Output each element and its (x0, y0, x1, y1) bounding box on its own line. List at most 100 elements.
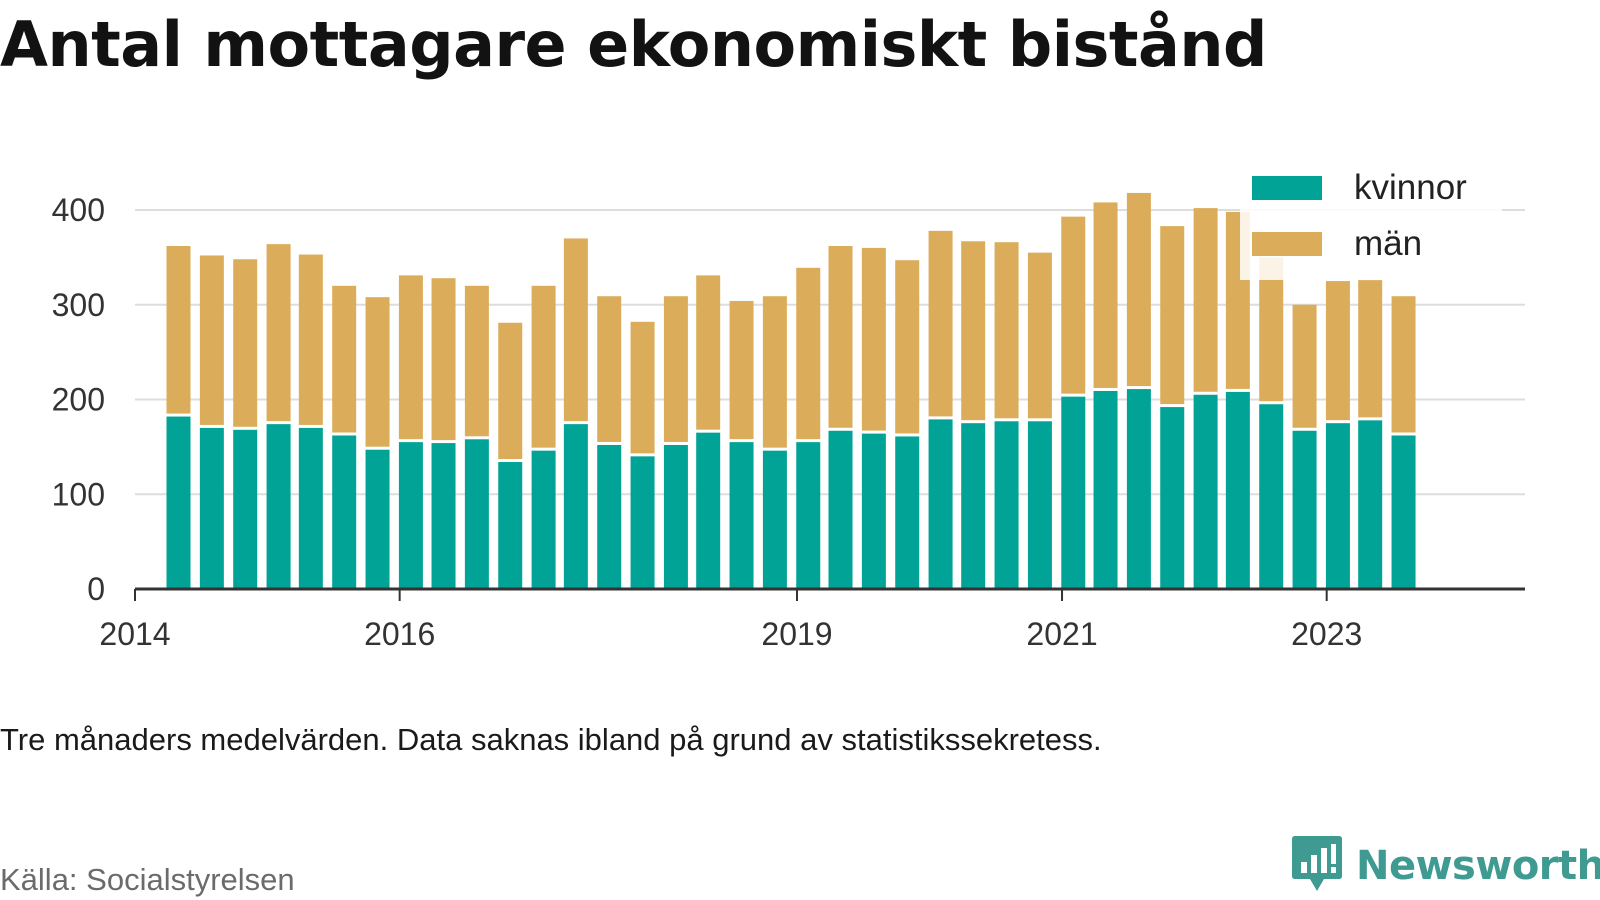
bar-kvinnor (994, 421, 1019, 589)
bar-man (961, 241, 986, 421)
y-tick-label: 0 (87, 571, 105, 607)
bar-kvinnor (796, 442, 821, 589)
y-tick-label: 100 (52, 476, 105, 512)
bar-kvinnor (1193, 394, 1218, 589)
bar-kvinnor (861, 433, 886, 589)
bar-kvinnor (1225, 391, 1250, 589)
bar-man (464, 285, 489, 437)
x-tick-label: 2014 (99, 616, 170, 652)
bar-kvinnor (233, 429, 258, 589)
bar-man (1325, 281, 1350, 421)
bar-chart-speech-bubble-icon (1292, 835, 1342, 897)
bar-kvinnor (1292, 430, 1317, 589)
bar-man (861, 247, 886, 431)
legend-swatch (1252, 176, 1322, 200)
bar-kvinnor (431, 443, 456, 589)
bars (166, 192, 1416, 589)
bar-man (1027, 252, 1052, 419)
bar-man (630, 321, 655, 454)
bar-man (895, 260, 920, 434)
bar-man (166, 246, 191, 414)
bar-man (531, 285, 556, 448)
legend-swatch (1252, 232, 1322, 256)
bar-kvinnor (498, 462, 523, 589)
bar-man (696, 275, 721, 430)
bar-kvinnor (1259, 404, 1284, 589)
bar-man (431, 278, 456, 441)
bar-kvinnor (1093, 390, 1118, 589)
bar-kvinnor (298, 427, 323, 589)
bar-man (729, 300, 754, 440)
bar-kvinnor (895, 436, 920, 589)
y-axis-ticks: 0 100 200 300 400 (52, 192, 105, 607)
bar-kvinnor (166, 416, 191, 589)
bar-kvinnor (663, 444, 688, 589)
bar-kvinnor (762, 450, 787, 589)
bar-man (762, 296, 787, 448)
bar-kvinnor (1358, 420, 1383, 589)
bar-kvinnor (1325, 423, 1350, 589)
legend: kvinnor män (1240, 160, 1502, 280)
bar-man (1126, 192, 1151, 387)
bar-man (298, 254, 323, 425)
bar-man (233, 259, 258, 427)
bar-man (398, 275, 423, 440)
x-axis-ticks: 2014 2016 2019 2021 2023 (99, 589, 1362, 652)
bar-kvinnor (266, 424, 291, 589)
x-tick-label: 2016 (364, 616, 435, 652)
bar-kvinnor (597, 444, 622, 589)
bar-man (332, 285, 357, 433)
bar-kvinnor (365, 449, 390, 589)
bar-man (563, 238, 588, 422)
bar-man (1358, 280, 1383, 418)
bar-kvinnor (398, 442, 423, 589)
bar-man (928, 230, 953, 417)
chart-caption: Tre månaders medelvärden. Data saknas ib… (0, 722, 1102, 757)
bar-kvinnor (1061, 396, 1086, 589)
bar-kvinnor (630, 456, 655, 589)
bar-kvinnor (729, 442, 754, 589)
y-tick-label: 400 (52, 192, 105, 228)
bar-man (1259, 257, 1284, 402)
bar-kvinnor (828, 430, 853, 589)
bar-man (498, 322, 523, 460)
bar-kvinnor (1160, 407, 1185, 589)
bar-kvinnor (464, 439, 489, 589)
bar-man (1160, 226, 1185, 405)
brand-logo: Newsworthy (1292, 835, 1600, 897)
x-tick-label: 2019 (761, 616, 832, 652)
bar-kvinnor (1126, 389, 1151, 589)
bar-man (796, 267, 821, 440)
bar-kvinnor (1027, 421, 1052, 589)
bar-man (663, 296, 688, 442)
bar-kvinnor (199, 427, 224, 589)
bar-kvinnor (531, 450, 556, 589)
bar-man (1061, 216, 1086, 394)
chart-title: Antal mottagare ekonomiskt bistånd (0, 8, 1267, 81)
bar-kvinnor (332, 435, 357, 589)
bar-man (365, 297, 390, 447)
bar-man (994, 242, 1019, 419)
bar-man (597, 296, 622, 442)
bar-kvinnor (696, 432, 721, 589)
source-note: Källa: Socialstyrelsen (0, 862, 295, 897)
bar-man (266, 244, 291, 422)
x-tick-label: 2021 (1026, 616, 1097, 652)
bar-man (828, 246, 853, 428)
bar-man (1093, 202, 1118, 388)
bar-kvinnor (1391, 435, 1416, 589)
bar-man (1391, 296, 1416, 433)
bar-kvinnor (928, 419, 953, 589)
legend-label: kvinnor (1354, 168, 1467, 207)
brand-name: Newsworthy (1356, 843, 1600, 889)
bar-man (1292, 304, 1317, 428)
stacked-bar-chart: 0 100 200 300 400 2014 2016 2019 2021 2023 kvinn… (51, 160, 1525, 652)
bar-kvinnor (563, 424, 588, 589)
y-tick-label: 300 (52, 287, 105, 323)
bar-man (1193, 208, 1218, 392)
legend-label: män (1354, 224, 1422, 263)
bar-kvinnor (961, 423, 986, 589)
y-tick-label: 200 (52, 382, 105, 418)
bar-man (199, 255, 224, 425)
x-tick-label: 2023 (1291, 616, 1362, 652)
